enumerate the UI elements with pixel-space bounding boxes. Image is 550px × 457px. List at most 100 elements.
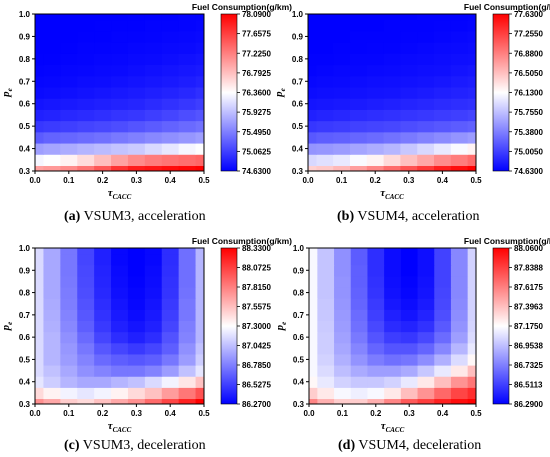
heatmap-cell [77, 64, 95, 77]
heatmap-cell [111, 275, 129, 288]
heatmap-cell [195, 19, 204, 32]
y-tick-label: 1.0 [293, 244, 305, 253]
heatmap-cell [309, 298, 318, 310]
heatmap-cell [195, 376, 204, 388]
heatmap-cell [350, 131, 368, 144]
heatmap-cell [309, 264, 318, 277]
heatmap-cell [450, 109, 469, 122]
heatmap-cell [144, 342, 163, 355]
colorbar-tick-label: 75.9275 [242, 108, 271, 117]
heatmap-cell [43, 342, 61, 355]
x-tick-label: 0.5 [470, 409, 482, 418]
heatmap-cell [350, 42, 368, 54]
y-tick-label: 0.9 [293, 266, 305, 275]
heatmap-cell [161, 320, 180, 333]
heatmap-cell [111, 109, 129, 122]
heatmap-cell [77, 264, 95, 277]
heatmap-cell [434, 142, 452, 155]
heatmap-cell [350, 154, 368, 166]
heatmap-cell [367, 248, 385, 255]
heatmap-cell [35, 320, 45, 333]
heatmap-cells [35, 248, 204, 404]
heatmap-cell [43, 248, 61, 255]
heatmap-cell [127, 398, 146, 404]
heatmap-cell [333, 14, 351, 21]
heatmap-cell [127, 42, 146, 54]
heatmap-cell [144, 75, 163, 88]
heatmap-cell [195, 264, 204, 277]
heatmap-cell [195, 53, 204, 66]
heatmap-cell [111, 331, 129, 344]
heatmap-cell [366, 42, 385, 54]
heatmap-cell [60, 165, 78, 171]
heatmap-cell [400, 376, 419, 388]
colorbar-tick-label: 75.7550 [514, 108, 543, 117]
heatmap-cell [94, 14, 112, 21]
plot-frame [34, 247, 205, 405]
heatmap-cell [350, 398, 369, 404]
heatmap-cell [60, 398, 78, 404]
y-tick-label: 0.9 [19, 266, 31, 275]
heatmap-cell [450, 275, 469, 288]
heatmap-cell [94, 287, 112, 299]
heatmap-cell [178, 120, 197, 133]
heatmap-cell [334, 287, 352, 299]
heatmap-cell [77, 86, 95, 99]
heatmap-cell [77, 253, 95, 266]
heatmap-cell [383, 14, 401, 21]
heatmap-cell [43, 275, 61, 288]
heatmap-cell [178, 309, 197, 322]
heatmap-cell [195, 154, 204, 166]
panel-caption: (a) VSUM3, acceleration [64, 209, 206, 224]
heatmap-cell [450, 398, 469, 404]
colorbar-title: Fuel Consumption(g/km) [192, 236, 292, 246]
heatmap-cell [127, 331, 146, 344]
heatmap-cell [111, 14, 129, 21]
heatmap-cell [350, 353, 369, 366]
heatmap-cell [60, 365, 78, 377]
heatmap-cell [127, 365, 146, 377]
heatmap-cell [161, 98, 180, 110]
heatmap-cell [111, 30, 129, 43]
heatmap-cell [195, 98, 204, 110]
heatmap-cell [43, 376, 61, 388]
heatmap-cell [195, 365, 204, 377]
heatmap-cell [127, 287, 146, 299]
heatmap-cell [111, 42, 129, 54]
heatmap-cell [350, 365, 369, 377]
heatmap-cell [450, 320, 469, 333]
heatmap-cell [43, 98, 61, 110]
heatmap-cell [400, 353, 419, 366]
heatmap-cell [450, 19, 469, 32]
heatmap-cell [384, 387, 402, 400]
heatmap-cell [111, 287, 129, 299]
heatmap-cell [94, 398, 112, 404]
heatmap-cell [127, 53, 146, 66]
heatmap-cell [366, 120, 385, 133]
heatmap-cell [417, 142, 435, 155]
heatmap-cell [467, 42, 476, 54]
x-tick-label: 0.1 [337, 409, 349, 418]
heatmap-cell [400, 331, 419, 344]
heatmap-cell [161, 75, 180, 88]
heatmap-cell [195, 387, 204, 400]
heatmap-cell [400, 248, 419, 255]
heatmap-cell [317, 342, 335, 355]
heatmap-cell [308, 165, 317, 171]
heatmap-cell [417, 309, 435, 322]
heatmap-cell [467, 142, 476, 155]
heatmap-cell [77, 42, 95, 54]
heatmap-cell [35, 42, 45, 54]
heatmap-cell [178, 398, 197, 404]
heatmap-cell [333, 120, 351, 133]
heatmap-cell [317, 275, 335, 288]
heatmap-cell [383, 19, 401, 32]
heatmap-cell [161, 353, 180, 366]
heatmap-cell [434, 131, 452, 144]
colorbar-tick-label: 87.6175 [514, 283, 543, 292]
y-tick-label: 0.4 [19, 145, 31, 154]
heatmap-cell [434, 64, 452, 77]
y-tick-label: 0.8 [19, 55, 31, 64]
heatmap-cell [366, 86, 385, 99]
heatmap-cell [144, 376, 163, 388]
